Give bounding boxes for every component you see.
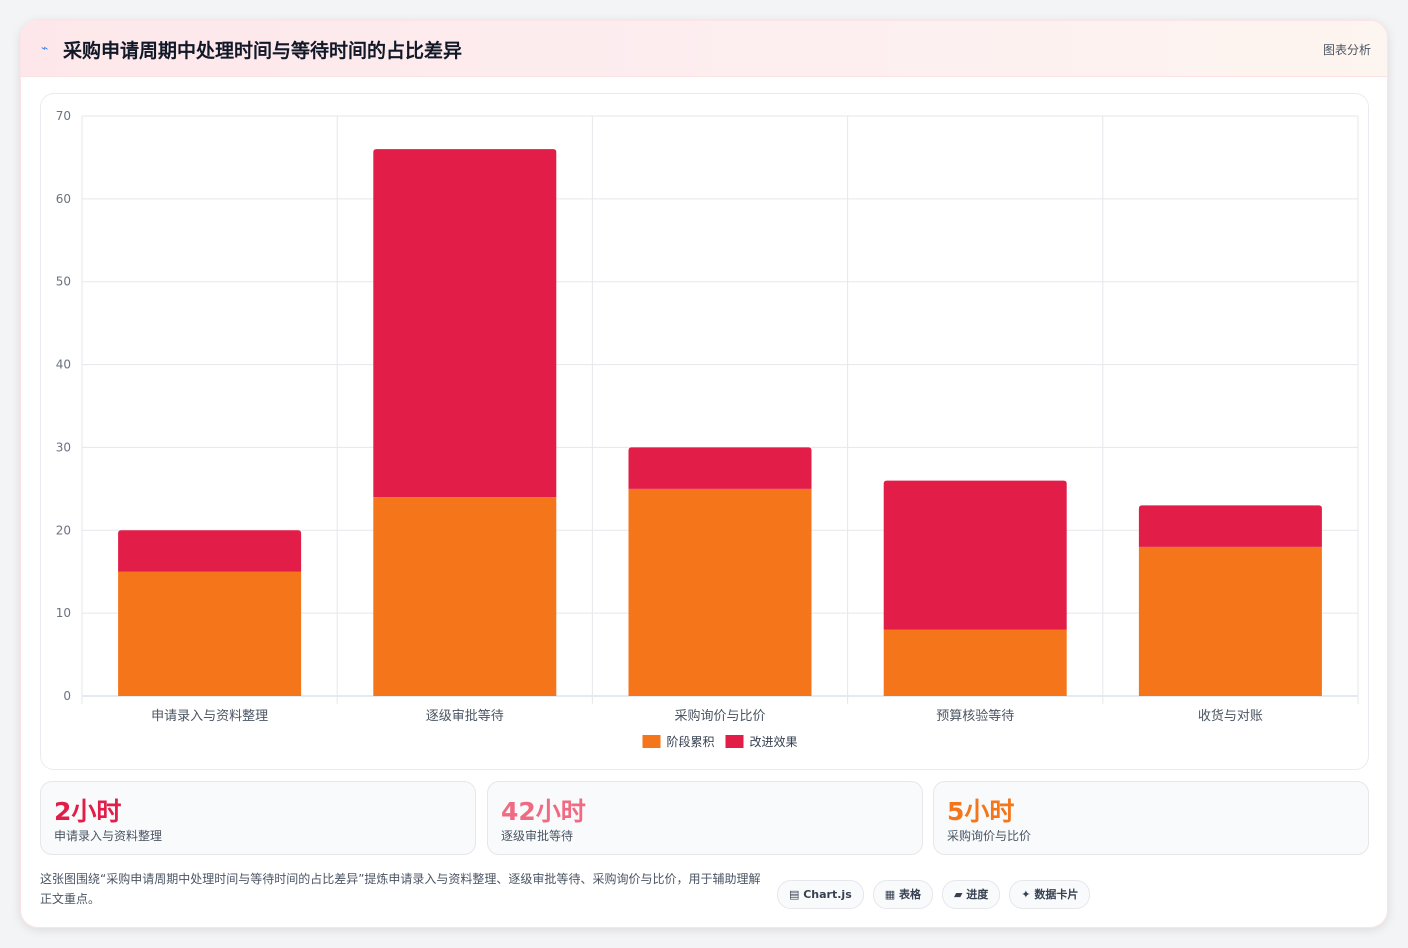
y-tick-label: 20 [56,523,71,537]
y-tick-label: 70 [56,109,71,123]
table-icon: ▦ [884,888,899,901]
chart-card: ⌁ 采购申请周期中处理时间与等待时间的占比差异 图表分析 0 10 20 30 40 50… [20,20,1388,928]
bar-segment [1138,505,1322,547]
chart-icon: ▤ [789,888,804,901]
y-tick-label: 30 [56,440,71,454]
y-tick-label: 40 [56,358,71,372]
bar-segment [628,488,812,696]
legend-swatch [725,735,744,748]
kpi-card: 2小时 申请录入与资料整理 [40,781,476,855]
x-tick-label: 申请录入与资料整理 [151,709,268,724]
chart-area: 0 10 20 30 40 50 60 70 申请录入与资料整理 逐级审批等待 采购询价与比价 预算核… [40,93,1369,770]
y-tick-label: 60 [56,192,71,206]
kpi-label: 申请录入与资料整理 [54,829,163,843]
tech-chips: ▤ Chart.js ▦ 表格 ▰ 进度 ✦ 数据卡片 [777,880,1091,909]
card-header: ⌁ 采购申请周期中处理时间与等待时间的占比差异 图表分析 [21,21,1387,77]
chip-progress[interactable]: ▰ 进度 [941,880,1001,909]
legend-label: 阶段累积 [667,734,715,749]
kpi-card: 42小时 逐级审批等待 [487,781,923,855]
chart-title: 采购申请周期中处理时间与等待时间的占比差异 [63,40,463,62]
sparkle-icon: ✦ [1021,888,1035,901]
bar-segment [118,530,302,572]
x-tick-label: 收货与对账 [1198,708,1263,724]
bar-segment [883,480,1067,630]
y-tick-label: 0 [63,689,71,703]
bar-segment [883,629,1067,696]
trend-icon: ⌁ [41,41,49,55]
y-tick-label: 50 [56,275,71,289]
bar-segment [373,149,557,498]
bar-segment [628,447,812,489]
kpi-card: 5小时 采购询价与比价 [933,781,1369,855]
kpi-value: 2小时 [54,797,122,826]
kpi-label: 采购询价与比价 [947,829,1032,843]
chip-chartjs[interactable]: ▤ Chart.js [777,880,864,909]
chart-analysis-tag: 图表分析 [1322,43,1371,57]
chip-data-card[interactable]: ✦ 数据卡片 [1009,880,1091,909]
bar-segment [373,497,557,696]
chart-description: 这张图围绕“采购申请周期中处理时间与等待时间的占比差异”提炼申请录入与资料整理、… [40,872,761,906]
stacked-bar-chart: 0 10 20 30 40 50 60 70 申请录入与资料整理 逐级审批等待 采购询价与比价 预算核… [56,109,1359,749]
x-tick-label: 逐级审批等待 [426,708,504,724]
bar-segment [118,571,302,696]
y-tick-label: 10 [56,606,71,620]
bar-segment [1138,546,1322,696]
x-tick-label: 预算核验等待 [936,708,1014,724]
kpi-value: 42小时 [501,797,586,826]
progress-icon: ▰ [953,888,967,901]
x-tick-label: 采购询价与比价 [674,708,765,724]
legend-swatch [642,735,661,748]
legend-label: 改进效果 [750,734,798,749]
chip-table[interactable]: ▦ 表格 [872,880,933,909]
kpi-label: 逐级审批等待 [501,829,574,843]
kpi-value: 5小时 [947,797,1015,826]
